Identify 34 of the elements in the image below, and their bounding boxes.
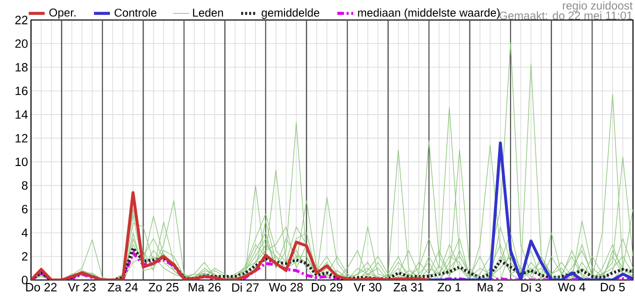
y-tick-label: 20 <box>15 39 28 48</box>
x-tick-label: Di 3 <box>521 282 542 292</box>
x-tick-label: Di 27 <box>232 282 259 292</box>
y-tick-label: 16 <box>16 86 28 96</box>
x-tick-label: Do 5 <box>600 282 625 292</box>
legend-label: Oper. <box>49 8 76 19</box>
x-tick-label: Do 29 <box>312 282 342 292</box>
text: regio zuidoost <box>562 1 633 12</box>
legend-label: mediaan (middelste waarde) <box>358 8 500 19</box>
y-tick-label: 12 <box>16 134 28 142</box>
x-tick-label: Zo 1 <box>438 282 461 292</box>
x-tick-label: Za 31 <box>394 282 424 292</box>
y-tick-label: 4 <box>22 228 28 237</box>
y-tick-label: 8 <box>22 181 28 190</box>
x-tick-label: Ma 26 <box>188 282 221 292</box>
x-tick-label: Za 24 <box>108 282 138 292</box>
x-tick-label: Wo 28 <box>268 282 303 292</box>
legend-label: Controle <box>114 8 156 17</box>
x-tick-label: Zo 25 <box>148 282 178 292</box>
y-tick-label: 0 <box>22 276 28 284</box>
y-tick-label: 14 <box>16 110 28 119</box>
y-tick-label: 2 <box>22 252 28 261</box>
y-tick-label: 22 <box>15 16 28 24</box>
legend-label: gemiddelde <box>262 8 320 19</box>
x-tick-label: Wo 4 <box>558 282 586 292</box>
x-tick-label: Vr 30 <box>354 282 382 292</box>
x-tick-label: Ma 2 <box>478 282 503 292</box>
x-tick-label: Vr 23 <box>68 282 96 292</box>
y-tick-label: 6 <box>22 204 28 214</box>
text: Gemaakt: do 22 mei 11:01 <box>500 11 632 20</box>
y-tick-label: 10 <box>16 158 28 166</box>
x-tick-label: Do 22 <box>26 282 57 292</box>
legend-label: Leden <box>193 8 223 17</box>
y-tick-label: 18 <box>16 63 28 72</box>
